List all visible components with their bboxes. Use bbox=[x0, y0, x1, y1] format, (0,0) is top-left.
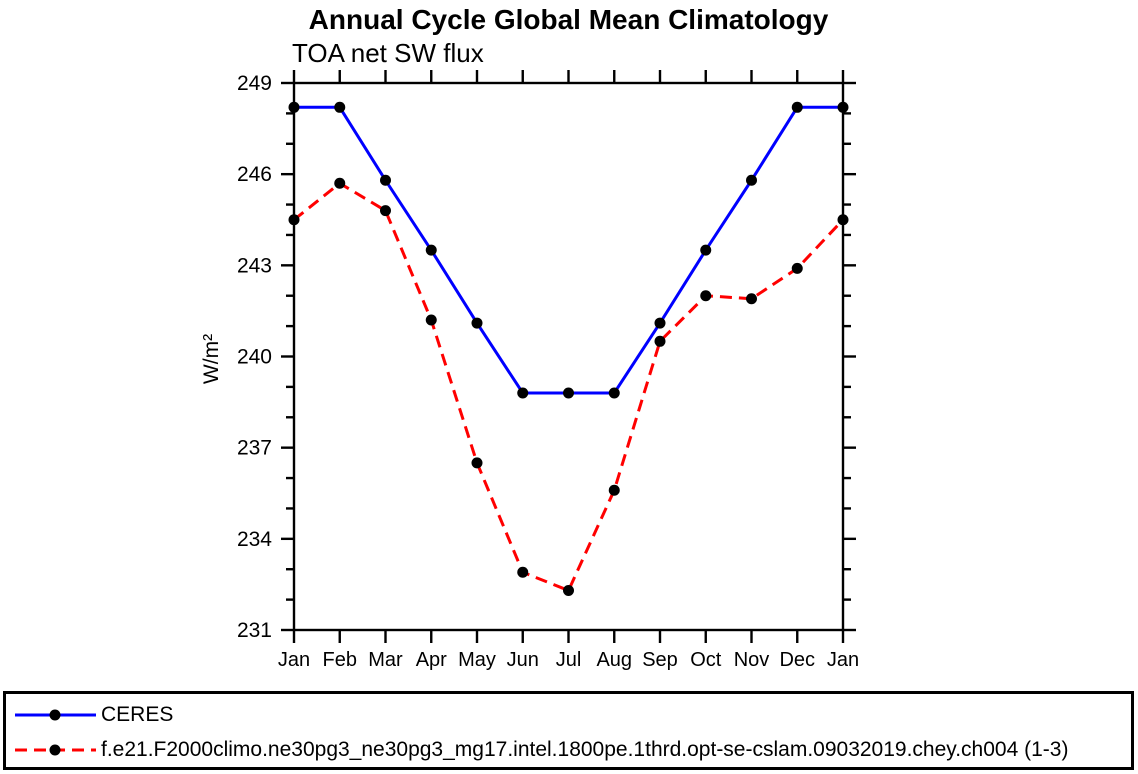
svg-text:Oct: Oct bbox=[690, 649, 722, 671]
svg-text:246: 246 bbox=[237, 163, 272, 186]
svg-text:234: 234 bbox=[237, 528, 272, 551]
svg-text:Mar: Mar bbox=[368, 649, 403, 671]
svg-text:249: 249 bbox=[237, 72, 272, 95]
series-0 bbox=[288, 101, 849, 399]
chart-title: Annual Cycle Global Mean Climatology bbox=[308, 4, 829, 35]
svg-text:240: 240 bbox=[237, 346, 272, 369]
svg-text:Jan: Jan bbox=[278, 649, 310, 671]
svg-text:Aug: Aug bbox=[596, 649, 632, 671]
svg-text:Feb: Feb bbox=[323, 649, 357, 671]
legend-row-model: f.e21.F2000climo.ne30pg3_ne30pg3_mg17.in… bbox=[14, 732, 1131, 767]
series-1 bbox=[288, 177, 849, 596]
y-tick-labels: 249 246 243 240 237 234 231 bbox=[237, 72, 272, 642]
legend-box: CERES f.e21.F2000climo.ne30pg3_ne30pg3_m… bbox=[3, 691, 1134, 770]
svg-text:243: 243 bbox=[237, 254, 272, 277]
svg-text:231: 231 bbox=[237, 619, 272, 642]
svg-text:Jan: Jan bbox=[827, 649, 859, 671]
legend-dashed-line-sample-icon bbox=[15, 744, 96, 755]
plot-area: Jan Feb Mar Apr May Jun Jul Aug Sep Oct Nov Dec Jan 2… bbox=[237, 70, 859, 671]
svg-text:237: 237 bbox=[237, 437, 272, 460]
legend-label-ceres: CERES bbox=[101, 702, 174, 726]
x-tick-labels: Jan Feb Mar Apr May Jun Jul Aug Sep Oct Nov Dec Jan bbox=[278, 649, 859, 671]
svg-text:Sep: Sep bbox=[642, 649, 678, 671]
svg-text:Jun: Jun bbox=[507, 649, 539, 671]
svg-text:Apr: Apr bbox=[416, 649, 447, 671]
svg-text:May: May bbox=[458, 649, 496, 671]
x-axis-ticks bbox=[292, 70, 845, 643]
legend-line-sample-icon bbox=[15, 709, 96, 720]
chart-subtitle: TOA net SW flux bbox=[292, 38, 484, 68]
svg-text:Nov: Nov bbox=[734, 649, 770, 671]
legend-label-model: f.e21.F2000climo.ne30pg3_ne30pg3_mg17.in… bbox=[101, 737, 1069, 761]
legend-row-ceres: CERES bbox=[14, 697, 1131, 732]
svg-text:Jul: Jul bbox=[556, 649, 582, 671]
svg-text:Dec: Dec bbox=[779, 649, 815, 671]
y-axis-minor-ticks bbox=[286, 112, 851, 601]
y-axis-ticks bbox=[281, 81, 856, 632]
